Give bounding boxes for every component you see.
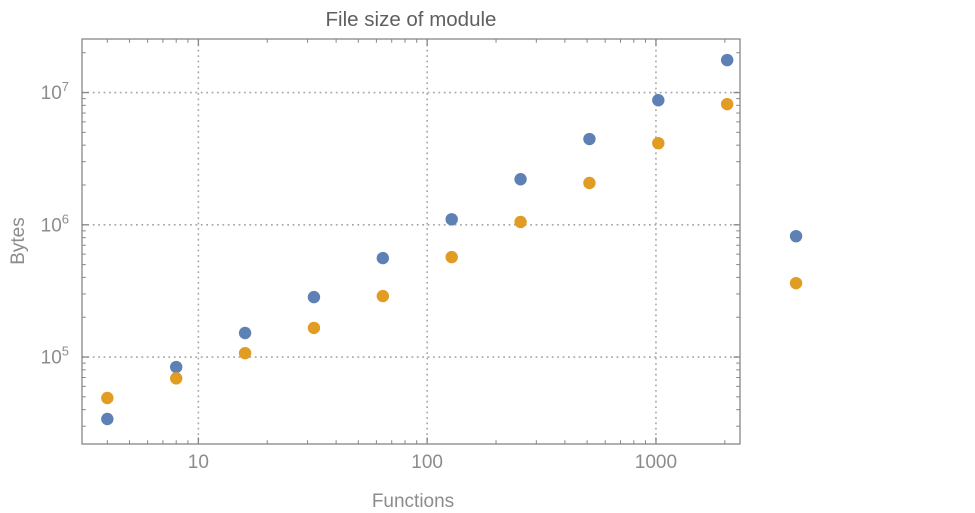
point-series-2-orange: [307, 321, 321, 335]
y-tick-label: 107: [41, 79, 69, 104]
x-tick-label: 1000: [635, 452, 677, 473]
data-points: [101, 53, 803, 426]
point-series-2-orange: [652, 136, 665, 150]
tick-labels: 10 100 1000 105 106 107: [41, 79, 677, 473]
gridlines: [82, 39, 740, 444]
point-series-1-blue: [169, 360, 183, 374]
x-axis-label: Functions: [372, 491, 454, 512]
x-tick-label: 10: [188, 452, 209, 473]
point-series-1-blue: [789, 229, 803, 243]
point-series-1-blue: [307, 290, 321, 304]
y-tick-label: 106: [41, 211, 69, 236]
y-axis-label: Bytes: [8, 217, 29, 265]
point-series-1-blue: [720, 53, 734, 67]
point-series-2-orange: [169, 372, 183, 385]
point-series-1-blue: [238, 326, 252, 340]
point-series-2-orange: [789, 276, 803, 290]
axis-ticks: [82, 39, 740, 444]
point-series-2-orange: [514, 215, 527, 229]
point-series-2-orange: [376, 289, 390, 303]
point-series-1-blue: [101, 412, 114, 426]
chart-title: File size of module: [326, 8, 497, 31]
point-series-2-orange: [583, 176, 596, 190]
point-series-2-orange: [238, 346, 252, 360]
point-series-2-orange: [720, 97, 734, 111]
point-series-2-orange: [445, 250, 458, 264]
point-series-2-orange: [101, 391, 114, 405]
point-series-1-blue: [445, 213, 458, 226]
point-series-1-blue: [376, 251, 390, 265]
point-series-1-blue: [514, 173, 527, 186]
point-series-1-blue: [583, 132, 596, 146]
x-tick-label: 100: [411, 452, 443, 473]
y-tick-label: 105: [41, 344, 69, 369]
point-series-1-blue: [652, 94, 665, 107]
plot-frame: [81, 38, 741, 445]
